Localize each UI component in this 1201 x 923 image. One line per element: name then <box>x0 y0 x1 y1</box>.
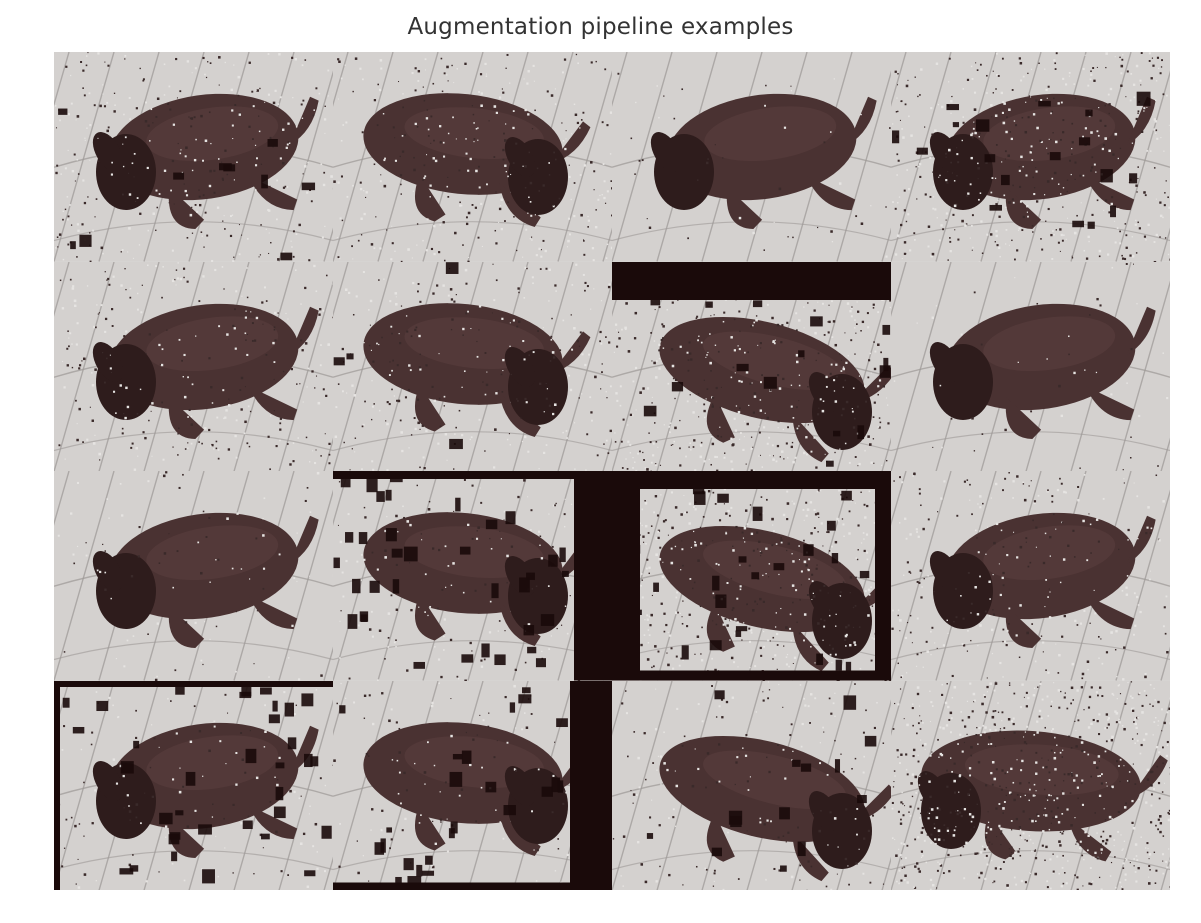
dog-photo <box>612 680 891 890</box>
augmented-image-tile <box>333 680 612 890</box>
augmented-image-tile <box>54 471 333 681</box>
augmented-image-tile <box>333 52 612 262</box>
augmented-image-tile <box>54 52 333 262</box>
augmented-image-tile <box>891 471 1170 681</box>
dog-photo <box>333 471 612 681</box>
dog-photo <box>54 680 333 890</box>
augmented-image-tile <box>612 471 891 681</box>
dog-photo <box>612 261 891 471</box>
augmented-image-tile <box>333 471 612 681</box>
augmented-image-tile <box>54 680 333 890</box>
augmented-image-tile <box>612 261 891 471</box>
figure-title: Augmentation pipeline examples <box>407 14 794 40</box>
dog-photo <box>333 52 612 262</box>
dog-photo <box>891 680 1170 890</box>
dog-photo <box>54 471 333 681</box>
dog-photo <box>54 52 333 262</box>
augmented-image-tile <box>333 261 612 471</box>
augmentation-image-grid <box>54 52 1170 890</box>
augmented-image-tile <box>891 261 1170 471</box>
dog-photo <box>612 52 891 262</box>
dog-photo <box>54 261 333 471</box>
dog-photo <box>612 471 891 681</box>
dog-photo <box>891 471 1170 681</box>
augmented-image-tile <box>612 52 891 262</box>
dog-photo <box>891 261 1170 471</box>
dog-photo <box>333 680 612 890</box>
dog-photo <box>333 261 612 471</box>
augmented-image-tile <box>891 680 1170 890</box>
augmented-image-tile <box>54 261 333 471</box>
augmented-image-tile <box>612 680 891 890</box>
dog-photo <box>891 52 1170 262</box>
augmented-image-tile <box>891 52 1170 262</box>
